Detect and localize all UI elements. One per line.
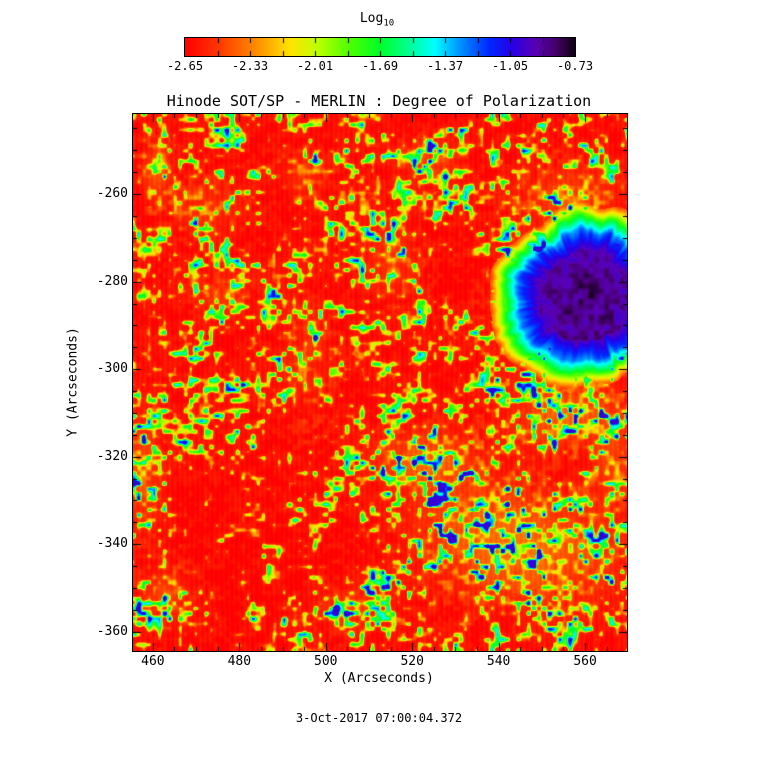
x-tick-label: 500 xyxy=(314,654,338,669)
colorbar-tick-label: -0.73 xyxy=(556,59,594,73)
y-tick-label: -340 xyxy=(96,536,128,552)
colorbar-tick-label: -2.01 xyxy=(296,59,334,73)
x-tick-label: 560 xyxy=(573,654,597,669)
y-tick-label: -260 xyxy=(96,186,128,202)
y-tick-label: -320 xyxy=(96,448,128,464)
colorbar-title: Log10 xyxy=(0,11,754,32)
y-tick-label: -280 xyxy=(96,273,128,289)
x-tick-label: 540 xyxy=(486,654,511,669)
x-tick-label: 480 xyxy=(227,654,252,669)
colorbar-tick-label: -1.69 xyxy=(361,59,399,73)
y-tick-label: -360 xyxy=(96,623,128,639)
plot-title: Hinode SOT/SP - MERLIN : Degree of Polar… xyxy=(166,92,592,110)
colorbar-tick-label: -2.33 xyxy=(231,59,269,73)
colorbar-gradient xyxy=(184,37,576,57)
x-axis-label: X (Arcseconds) xyxy=(324,671,434,686)
x-tick-label: 520 xyxy=(400,654,424,669)
colorbar-title-sub: 10 xyxy=(383,18,395,29)
colorbar-tick-label: -1.37 xyxy=(426,59,464,73)
colorbar-title-main: Log xyxy=(359,11,384,26)
colorbar-tick-label: -2.65 xyxy=(166,59,204,73)
y-axis-label: Y (Arcseconds) xyxy=(65,327,81,437)
colorbar-tick-label: -1.05 xyxy=(491,59,529,73)
x-tick-label: 460 xyxy=(141,654,165,669)
heatmap-image xyxy=(132,113,628,652)
timestamp: 3-Oct-2017 07:00:04.372 xyxy=(295,711,463,725)
